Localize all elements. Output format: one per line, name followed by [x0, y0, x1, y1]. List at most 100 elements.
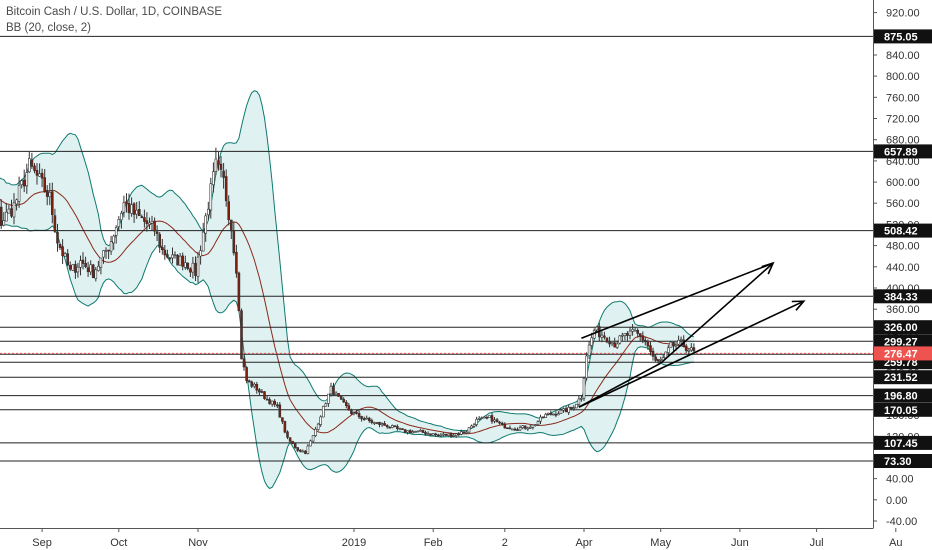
candle-down — [281, 417, 284, 422]
candle-down — [692, 347, 696, 352]
candle-up — [321, 406, 325, 418]
candle-down — [127, 203, 131, 214]
candle-down — [516, 429, 519, 431]
candle-down — [457, 433, 461, 436]
candle-down — [651, 350, 655, 357]
candle-down — [258, 389, 261, 393]
candle-down — [498, 421, 501, 424]
candle-down — [337, 393, 340, 397]
candle-down — [638, 333, 642, 337]
candle-up — [459, 431, 463, 435]
candle-down — [168, 257, 172, 260]
candle-up — [664, 351, 668, 359]
candle-up — [97, 265, 100, 271]
candle-up — [546, 412, 550, 415]
candle-down — [40, 172, 44, 179]
candle-up — [398, 428, 402, 431]
candle-down — [401, 428, 404, 430]
candle-up — [365, 417, 369, 420]
candle-up — [214, 158, 218, 172]
candle-down — [508, 427, 512, 430]
price-tick-label: 560.00 — [886, 198, 920, 210]
candle-down — [654, 356, 657, 361]
candle-up — [270, 400, 274, 405]
time-tick-label: May — [650, 537, 671, 549]
candle-down — [255, 383, 259, 391]
trend-line — [581, 262, 774, 340]
candle-down — [603, 335, 606, 338]
time-axis[interactable]: Sep Oct Nov 2019 Feb 2 Apr May Jun Jul Au — [0, 528, 932, 550]
candle-down — [385, 424, 389, 428]
candle-up — [521, 425, 525, 428]
candle-up — [15, 199, 18, 205]
candle-down — [260, 391, 264, 393]
candle-up — [539, 416, 542, 422]
candle-up — [212, 171, 215, 185]
time-tick-label: Nov — [188, 537, 208, 549]
candle-up — [413, 431, 417, 433]
candle-up — [120, 213, 123, 221]
candle-up — [442, 433, 445, 436]
candle-up — [531, 424, 535, 428]
candle-down — [278, 404, 282, 418]
candle-up — [380, 423, 384, 426]
candle-up — [171, 254, 174, 259]
candle-up — [600, 334, 604, 338]
candle-up — [334, 392, 338, 395]
candle-down — [513, 428, 517, 431]
price-tick-label: 360.00 — [886, 304, 920, 316]
candle-down — [370, 420, 374, 423]
candle-down — [462, 431, 466, 433]
candle-down — [247, 380, 251, 383]
price-axis[interactable]: 920.00880.00840.00800.00760.00720.00680.… — [873, 0, 932, 550]
level-label-bg — [874, 454, 932, 468]
price-tick-label: 480.00 — [886, 241, 920, 253]
candle-down — [53, 215, 57, 232]
candle-up — [178, 255, 182, 266]
candle-down — [383, 423, 386, 426]
candle-down — [429, 433, 432, 436]
candle-up — [534, 424, 537, 426]
candle-up — [99, 257, 103, 268]
band-fill — [0, 90, 694, 489]
candle-up — [544, 413, 548, 418]
candle-up — [472, 424, 476, 427]
candle-up — [306, 445, 310, 454]
candle-down — [283, 421, 287, 433]
candle-down — [155, 231, 159, 234]
candle-down — [393, 425, 397, 427]
indicator-title[interactable]: BB (20, close, 2) — [6, 22, 92, 34]
price-tick-label: 760.00 — [886, 92, 920, 104]
candle-up — [633, 329, 637, 332]
lower-band — [0, 220, 694, 490]
candle-up — [452, 435, 455, 437]
level-label-bg — [874, 29, 932, 44]
candlesticks — [0, 147, 696, 455]
candle-up — [135, 209, 138, 215]
candle-up — [590, 337, 594, 346]
level-label: 107.45 — [884, 438, 918, 450]
candle-up — [562, 408, 565, 411]
candle-down — [357, 413, 361, 418]
candle-down — [541, 416, 545, 419]
time-tick-label: 2 — [502, 537, 508, 549]
candle-down — [495, 419, 499, 423]
level-label-bg — [874, 402, 932, 417]
candle-up — [48, 192, 52, 198]
candle-down — [636, 329, 640, 334]
candle-up — [5, 211, 8, 222]
candle-up — [114, 227, 118, 236]
horizontal-levels — [0, 35, 873, 462]
symbol-title[interactable]: Bitcoin Cash / U.S. Dollar, 1D, COINBASE — [6, 6, 223, 18]
candle-up — [25, 172, 29, 187]
candle-down — [608, 341, 611, 345]
candle-down — [332, 385, 335, 395]
price-tick-label: 840.00 — [886, 50, 920, 62]
candle-down — [250, 381, 253, 387]
candle-up — [201, 231, 205, 252]
candle-down — [227, 201, 230, 221]
candle-down — [554, 413, 558, 416]
candle-down — [145, 220, 149, 225]
candle-down — [605, 337, 609, 343]
